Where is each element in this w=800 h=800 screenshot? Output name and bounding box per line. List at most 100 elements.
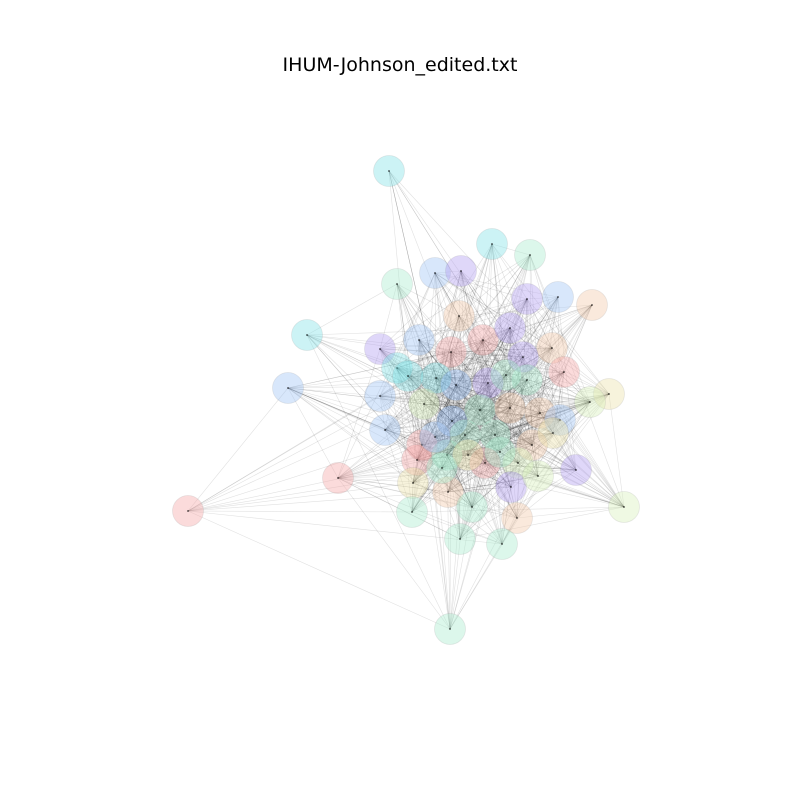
graph-edge (441, 351, 452, 469)
graph-edge (522, 356, 625, 508)
graph-edge (421, 403, 425, 446)
graph-edge (494, 379, 528, 436)
graph-edge (537, 412, 541, 477)
graph-edge (411, 444, 423, 513)
graph-edge (526, 304, 593, 381)
graph-edge (487, 379, 528, 384)
graph-edge (460, 270, 553, 349)
graph-edge (187, 486, 512, 512)
graph-edge (421, 407, 511, 446)
graph-edge (450, 351, 512, 488)
graph-edge (435, 304, 593, 379)
graph-edge (464, 379, 528, 436)
graph-edge (494, 304, 593, 436)
graph-edge (435, 243, 493, 379)
graph-edge (416, 384, 457, 461)
graph-edge (396, 367, 565, 373)
graph-edge (460, 270, 481, 411)
graph-edge (416, 401, 591, 461)
graph-edge (505, 371, 565, 376)
graph-edge (455, 384, 461, 540)
graph-edge (455, 384, 541, 414)
graph-edge (458, 304, 593, 317)
graph-edge (459, 382, 489, 540)
graph-edge (396, 367, 448, 456)
graph-edge (337, 462, 486, 479)
graph-edge (484, 254, 531, 464)
graph-edge (441, 298, 528, 469)
graph-edge (396, 367, 486, 464)
graph-edge (423, 315, 460, 405)
graph-edge (447, 462, 486, 493)
graph-edge (451, 420, 533, 446)
graph-edge (464, 409, 481, 436)
graph-edge (450, 351, 496, 436)
graph-edge (487, 374, 507, 384)
graph-node-center (434, 272, 436, 274)
graph-edge (516, 506, 625, 519)
graph-edge (455, 384, 533, 446)
graph-edge (516, 401, 591, 519)
graph-edge (379, 395, 414, 484)
graph-edge (509, 327, 519, 464)
graph-edge (464, 419, 561, 436)
graph-node-center (458, 315, 460, 317)
graph-edge (449, 434, 466, 630)
graph-edge (482, 339, 503, 545)
graph-edge (441, 351, 452, 469)
graph-edge (434, 272, 541, 414)
graph-edge (423, 270, 462, 405)
graph-edge (418, 339, 507, 376)
graph-edge (458, 315, 519, 464)
graph-edge (418, 339, 448, 456)
graph-edge (412, 384, 457, 484)
graph-edge (539, 304, 593, 414)
graph-edge (446, 243, 493, 456)
graph-edge (384, 429, 539, 477)
graph-edge (447, 475, 539, 493)
graph-edge (494, 434, 539, 477)
graph-edge (434, 272, 460, 317)
graph-node-center (435, 377, 437, 379)
graph-node-center (455, 384, 457, 386)
graph-edge (446, 296, 559, 456)
graph-edge (551, 347, 577, 471)
graph-edge (384, 298, 528, 431)
graph-edge (434, 272, 539, 477)
graph-edge (491, 243, 577, 471)
graph-edge (526, 379, 539, 477)
graph-edge (509, 371, 565, 409)
graph-edge (450, 243, 493, 353)
graph-edge (487, 382, 591, 403)
graph-edge (449, 451, 501, 630)
graph-edge (379, 395, 539, 477)
graph-edge (434, 409, 481, 438)
graph-edge (379, 367, 398, 397)
graph-edge (434, 270, 462, 274)
graph-edge (449, 419, 561, 630)
graph-edge (418, 339, 425, 405)
graph-node-center (449, 628, 451, 630)
graph-edge (464, 434, 519, 464)
graph-edge (449, 506, 473, 630)
graph-edge (287, 387, 423, 446)
graph-edge (379, 348, 511, 409)
graph-edge (484, 412, 541, 464)
graph-edge (509, 327, 625, 508)
graph-edge (379, 270, 462, 350)
graph-edge (455, 384, 496, 436)
graph-edge (435, 347, 553, 379)
graph-edge (455, 374, 507, 386)
graph-edge (412, 462, 486, 484)
graph-edge (421, 401, 591, 446)
graph-edge (379, 379, 528, 397)
graph-edge (517, 393, 610, 464)
graph-edge (412, 467, 443, 484)
graph-edge (416, 403, 425, 461)
graph-edge (451, 371, 565, 422)
graph-edge (337, 477, 461, 540)
graph-node-center (623, 506, 625, 508)
graph-edge (517, 401, 591, 464)
graph-edge (441, 462, 486, 469)
graph-edge (418, 339, 457, 386)
